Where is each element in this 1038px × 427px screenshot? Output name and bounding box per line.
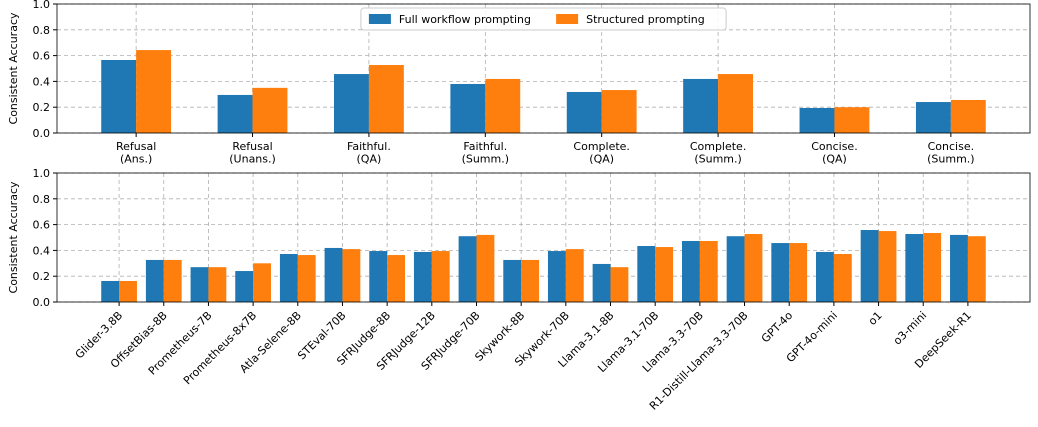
bar [235,271,254,302]
legend-label: Full workflow prompting [399,13,531,26]
y-tick-label: 0.6 [33,50,51,63]
y-tick-label: 0.0 [33,296,51,309]
x-tick-label: Complete. (QA) [573,140,630,166]
bar [163,259,182,302]
bar [718,74,753,133]
bar [450,83,486,133]
bar [521,259,540,302]
x-tick-label: GPT-4o [759,309,796,346]
bar [101,59,137,133]
x-tick-label: Faithful. (Summ.) [462,140,509,166]
bar [324,247,343,302]
y-tick-label: 1.0 [33,167,51,180]
bar [923,232,942,302]
bar [799,107,835,133]
bar [878,231,897,302]
y-tick-label: 0.4 [33,75,51,88]
x-tick-label: Faithful. (QA) [347,140,391,166]
bar [915,102,951,133]
bar [771,243,790,302]
bar [334,74,369,133]
x-tick-label: Refusal (Ans.) [116,140,156,166]
bar [655,247,674,302]
legend-label: Structured prompting [586,13,705,26]
x-tick-label: Concise. (QA) [811,140,857,166]
legend-swatch [368,14,391,24]
bar [279,254,298,302]
y-tick-label: 0.2 [33,270,51,283]
bar [565,249,584,302]
bar [253,263,271,302]
y-axis-label: Consistent Accuracy [7,181,20,293]
bar [637,246,656,302]
bar [387,255,406,302]
bar [145,259,164,302]
y-tick-label: 1.0 [33,0,51,11]
bar [369,251,388,302]
y-tick-label: 0.0 [33,127,51,140]
bar [592,263,611,302]
bar [413,251,432,302]
x-tick-label: o1 [866,309,885,328]
bar [208,267,227,302]
bar [119,280,137,302]
bar [190,267,209,302]
bar [485,78,521,133]
x-tick-label: Concise. (Summ.) [927,140,974,166]
bar [431,251,450,302]
bar [601,90,637,133]
plot-frame [56,172,1031,303]
bar [368,65,404,133]
y-tick-label: 0.8 [33,24,51,37]
bar [458,236,477,302]
bar [860,230,879,302]
bar [610,267,629,302]
bar [833,254,852,302]
y-tick-label: 0.2 [33,101,51,114]
legend-swatch [556,14,579,24]
bar [252,87,288,133]
bar [566,91,602,133]
y-tick-label: 0.6 [33,219,51,232]
legend-box [360,7,727,31]
x-tick-label: o3-mini [891,309,930,348]
bar [503,259,522,302]
bar [950,99,986,133]
bar [834,107,870,133]
bar [905,234,924,302]
bar [699,240,718,302]
bar [683,78,719,133]
x-tick-label: Complete. (Summ.) [690,140,747,166]
bar [726,236,745,302]
bar [967,236,986,302]
bar [342,249,361,302]
bar [950,234,968,302]
bar [476,234,495,302]
x-tick-label: Refusal (Unans.) [229,140,276,166]
bar [101,280,120,302]
bar [744,234,763,302]
plot-frame [56,3,1031,134]
bar [297,255,316,302]
bar [816,251,834,302]
y-tick-label: 0.8 [33,193,51,206]
bar [136,50,172,133]
y-tick-label: 0.4 [33,244,51,257]
bar [217,94,253,133]
bar [547,251,566,302]
y-axis-label: Consistent Accuracy [7,12,20,124]
bar [681,240,700,302]
bar [789,243,808,302]
